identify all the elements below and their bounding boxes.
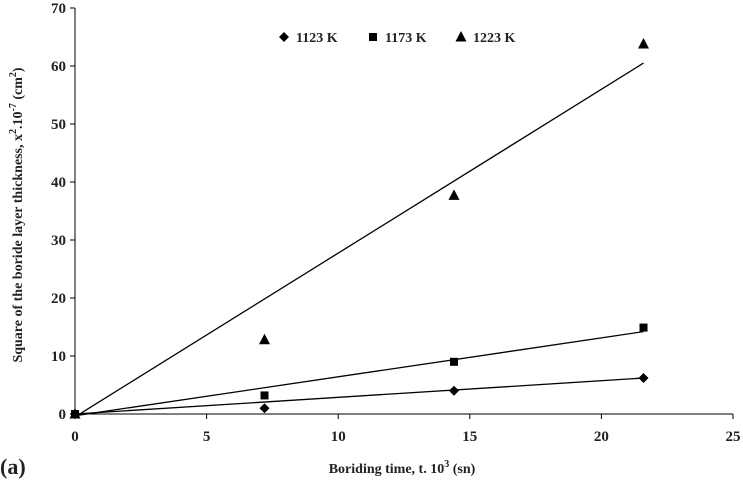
data-point-1123k [638, 373, 649, 384]
data-point-1173k [639, 323, 648, 332]
y-tick-label: 60 [51, 59, 66, 75]
fit-line-1123k [74, 377, 644, 415]
data-point-1223k [448, 189, 460, 200]
y-tick-label: 0 [59, 407, 67, 423]
data-point-1173k [260, 391, 269, 400]
y-tick-label: 50 [51, 117, 66, 133]
legend-marker-1223k [455, 31, 467, 42]
data-point-1123k [259, 403, 270, 414]
x-tick-label: 25 [726, 429, 741, 445]
axes [74, 8, 733, 415]
y-tick-label: 10 [51, 349, 66, 365]
x-tick-label: 5 [203, 429, 211, 445]
fit-lines [74, 62, 644, 418]
panel-label: (a) [0, 454, 26, 479]
data-point-1123k [449, 385, 460, 396]
data-points [69, 37, 650, 419]
y-tick-label: 30 [51, 233, 66, 249]
y-axis-label: Square of the boride layer thickness, x2… [8, 67, 26, 362]
legend-label-1123k: 1123 K [296, 31, 338, 46]
fit-line-1223k [74, 62, 644, 418]
y-axis-ticks: 0 10 20 30 40 50 60 70 [51, 1, 75, 423]
x-tick-label: 15 [462, 429, 477, 445]
x-tick-label: 10 [331, 429, 346, 445]
data-point-1173k [450, 357, 459, 366]
x-tick-label: 0 [71, 429, 79, 445]
fit-line-1173k [74, 330, 644, 417]
legend-marker-1123k [279, 32, 289, 42]
y-tick-label: 40 [51, 175, 66, 191]
x-axis-label: Boriding time, t. 103 (sn) [329, 459, 476, 477]
data-point-1223k [638, 37, 650, 49]
legend: 1123 K 1173 K 1223 K [279, 31, 516, 46]
legend-marker-1173k [369, 33, 377, 41]
data-point-1223k [259, 333, 271, 345]
data-point-1223k [69, 408, 81, 419]
x-axis-ticks: 0 5 10 15 20 25 [71, 414, 741, 445]
legend-label-1173k: 1173 K [385, 31, 427, 46]
y-tick-label: 20 [51, 291, 66, 307]
x-tick-label: 20 [594, 429, 609, 445]
legend-label-1223k: 1223 K [473, 31, 516, 46]
y-tick-label: 70 [51, 1, 66, 17]
